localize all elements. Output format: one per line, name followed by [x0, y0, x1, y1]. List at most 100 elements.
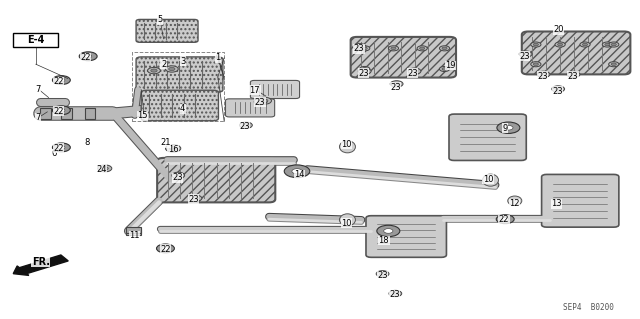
- Circle shape: [502, 218, 509, 221]
- Text: 5: 5: [157, 15, 163, 24]
- Circle shape: [582, 43, 588, 46]
- Circle shape: [360, 66, 370, 71]
- FancyBboxPatch shape: [157, 158, 275, 202]
- Text: 3: 3: [180, 56, 186, 65]
- Circle shape: [412, 70, 418, 73]
- Text: 1: 1: [215, 53, 220, 62]
- Circle shape: [169, 67, 175, 70]
- Circle shape: [358, 68, 371, 74]
- FancyBboxPatch shape: [522, 32, 630, 74]
- Circle shape: [58, 146, 65, 149]
- Circle shape: [189, 195, 202, 201]
- Text: 23: 23: [552, 87, 563, 96]
- Text: 2: 2: [161, 60, 166, 69]
- Circle shape: [362, 47, 367, 50]
- Circle shape: [79, 52, 97, 61]
- Text: 23: 23: [568, 72, 578, 81]
- Circle shape: [440, 46, 450, 51]
- Circle shape: [98, 165, 112, 172]
- Circle shape: [58, 78, 65, 82]
- Bar: [61, 108, 72, 119]
- Circle shape: [148, 67, 161, 74]
- Circle shape: [243, 123, 249, 127]
- FancyBboxPatch shape: [541, 174, 619, 227]
- Circle shape: [497, 122, 520, 133]
- Text: 22: 22: [499, 215, 509, 224]
- Ellipse shape: [483, 174, 499, 186]
- Circle shape: [254, 99, 267, 105]
- Circle shape: [157, 244, 174, 253]
- Circle shape: [166, 66, 178, 72]
- Text: 23: 23: [389, 290, 400, 299]
- Text: 23: 23: [239, 122, 250, 131]
- Circle shape: [362, 68, 367, 70]
- Circle shape: [388, 46, 399, 51]
- Circle shape: [101, 167, 108, 170]
- Circle shape: [522, 52, 529, 56]
- Text: 22: 22: [53, 77, 63, 86]
- Circle shape: [192, 197, 198, 200]
- Circle shape: [557, 43, 563, 46]
- Circle shape: [239, 122, 252, 128]
- Text: 15: 15: [137, 111, 148, 120]
- Circle shape: [611, 63, 616, 65]
- Circle shape: [420, 47, 425, 50]
- Circle shape: [84, 55, 92, 58]
- Circle shape: [52, 106, 70, 115]
- Text: 13: 13: [551, 199, 561, 208]
- Text: 22: 22: [53, 107, 63, 116]
- Text: 23: 23: [358, 69, 369, 78]
- Text: 21: 21: [160, 138, 171, 147]
- FancyBboxPatch shape: [449, 114, 526, 160]
- Circle shape: [552, 86, 564, 92]
- FancyBboxPatch shape: [141, 90, 218, 121]
- Circle shape: [392, 292, 399, 295]
- FancyArrow shape: [13, 255, 68, 275]
- Circle shape: [605, 43, 610, 46]
- Text: 16: 16: [168, 145, 179, 153]
- Circle shape: [496, 215, 514, 224]
- Ellipse shape: [339, 214, 355, 226]
- Circle shape: [611, 43, 616, 46]
- Text: 10: 10: [342, 219, 352, 227]
- Circle shape: [531, 42, 541, 47]
- FancyBboxPatch shape: [136, 57, 223, 92]
- Text: 24: 24: [97, 165, 107, 174]
- Text: 23: 23: [172, 173, 183, 182]
- Text: 7: 7: [35, 113, 40, 122]
- Text: 8: 8: [84, 137, 90, 146]
- Text: 9: 9: [502, 124, 508, 133]
- Circle shape: [362, 70, 368, 73]
- Text: 20: 20: [553, 26, 563, 34]
- Text: FR.: FR.: [32, 257, 50, 267]
- Circle shape: [257, 100, 264, 103]
- Circle shape: [175, 174, 181, 177]
- Text: 23: 23: [188, 195, 199, 204]
- Text: 4: 4: [180, 104, 186, 113]
- Circle shape: [389, 290, 402, 297]
- Text: 19: 19: [445, 61, 456, 70]
- Circle shape: [567, 71, 580, 78]
- Ellipse shape: [339, 141, 355, 153]
- Circle shape: [442, 47, 447, 50]
- Text: 23: 23: [537, 72, 548, 81]
- Text: 10: 10: [342, 140, 352, 149]
- Circle shape: [261, 99, 268, 102]
- Ellipse shape: [508, 196, 522, 205]
- FancyBboxPatch shape: [351, 37, 456, 78]
- Text: SEP4  B0200: SEP4 B0200: [563, 303, 614, 312]
- Text: 12: 12: [509, 199, 520, 208]
- Circle shape: [52, 143, 70, 152]
- Circle shape: [52, 76, 70, 85]
- Text: 14: 14: [294, 170, 305, 179]
- Text: E-4: E-4: [27, 35, 45, 45]
- Text: 7: 7: [35, 85, 40, 94]
- Text: 23: 23: [407, 69, 418, 78]
- Circle shape: [533, 43, 538, 46]
- Text: 23: 23: [519, 52, 530, 61]
- Circle shape: [166, 145, 180, 152]
- Circle shape: [356, 45, 363, 48]
- Text: 6: 6: [51, 149, 56, 158]
- Circle shape: [408, 68, 421, 74]
- Circle shape: [519, 51, 532, 57]
